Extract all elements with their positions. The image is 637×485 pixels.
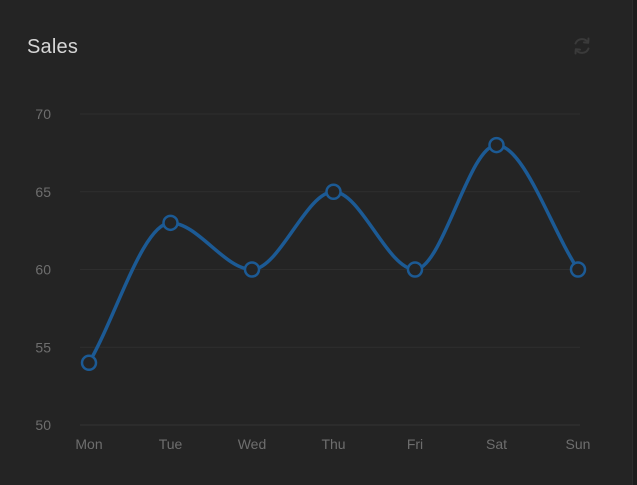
data-point-mon[interactable] — [80, 354, 98, 372]
y-tick-label-50: 50 — [35, 417, 51, 433]
series-layer — [80, 136, 587, 372]
series-line-sales — [87, 143, 580, 365]
x-tick-label-thu: Thu — [321, 436, 345, 452]
data-point-sun[interactable] — [569, 261, 587, 278]
x-tick-label-tue: Tue — [159, 436, 183, 452]
data-point-thu[interactable] — [325, 183, 342, 200]
y-tick-label-60: 60 — [35, 262, 51, 278]
y-tick-label-70: 70 — [35, 106, 51, 122]
chart-title: Sales — [27, 36, 79, 58]
x-axis-ticks: Mon Tue Wed Thu Fri Sat Sun — [75, 436, 590, 452]
data-point-fri[interactable] — [406, 261, 424, 278]
y-axis-ticks: 50 55 60 65 70 — [35, 106, 51, 433]
x-tick-label-fri: Fri — [407, 436, 423, 452]
panel-edge — [633, 0, 637, 485]
grid-lines — [80, 113, 580, 426]
x-tick-label-sat: Sat — [486, 436, 507, 452]
y-tick-label-65: 65 — [35, 184, 51, 200]
x-tick-label-mon: Mon — [75, 436, 102, 452]
data-point-tue[interactable] — [162, 214, 179, 232]
refresh-icon[interactable] — [571, 35, 593, 57]
data-point-wed[interactable] — [243, 261, 261, 278]
x-tick-label-sun: Sun — [566, 436, 591, 452]
data-point-sat[interactable] — [488, 136, 505, 154]
y-tick-label-55: 55 — [35, 339, 51, 355]
x-tick-label-wed: Wed — [238, 436, 267, 452]
